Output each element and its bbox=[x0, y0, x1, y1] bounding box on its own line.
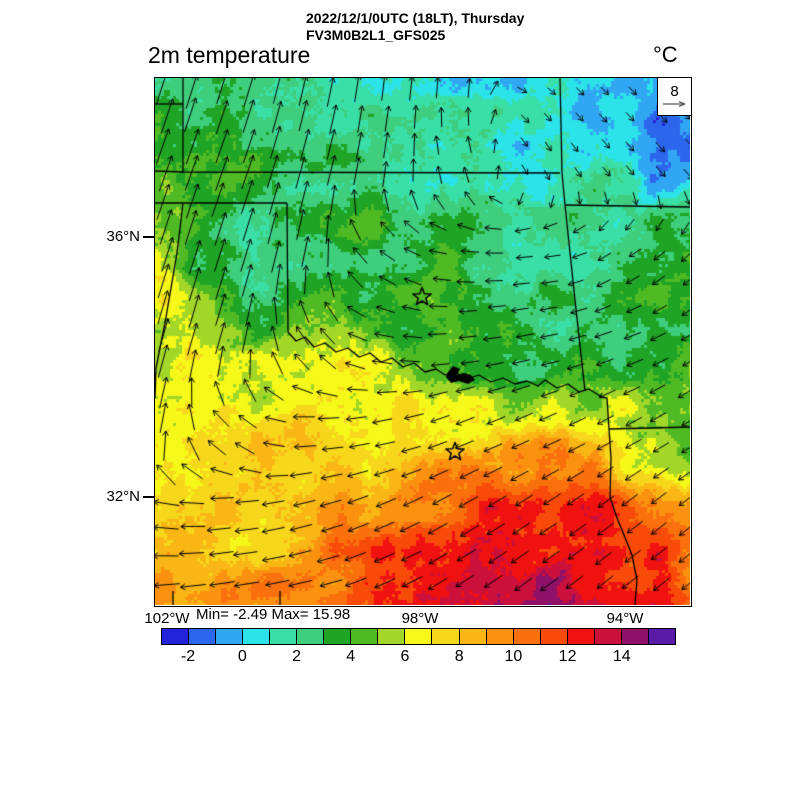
minmax-stats: Min= -2.49 Max= 15.98 bbox=[196, 606, 351, 623]
units-label: °C bbox=[653, 42, 678, 67]
colorbar-segment bbox=[459, 629, 487, 644]
colorbar-segment bbox=[162, 629, 190, 644]
reference-vector-box: 8 bbox=[657, 78, 691, 116]
colorbar-segment bbox=[621, 629, 649, 644]
colorbar-segment bbox=[297, 629, 325, 644]
colorbar-tick-label: 8 bbox=[454, 648, 464, 665]
colorbar-segment bbox=[243, 629, 271, 644]
lat-tick-36n bbox=[143, 236, 162, 238]
reference-arrow-icon bbox=[662, 101, 685, 107]
colorbar-segment bbox=[270, 629, 298, 644]
colorbar-segment bbox=[513, 629, 541, 644]
colorbar-segment bbox=[567, 629, 595, 644]
colorbar-segment bbox=[378, 629, 406, 644]
colorbar-tick-label: 2 bbox=[292, 648, 301, 665]
colorbar-segment bbox=[432, 629, 460, 644]
lon-label-98w: 98°W bbox=[401, 610, 439, 627]
colorbar-segment bbox=[324, 629, 352, 644]
colorbar-tick-label: 12 bbox=[558, 648, 577, 665]
lon-label-102w: 102°W bbox=[144, 610, 190, 627]
colorbar-tick-label: -2 bbox=[180, 648, 196, 665]
temperature-colorbar bbox=[161, 628, 676, 645]
lat-label-36n: 36°N bbox=[106, 228, 140, 245]
colorbar-segment bbox=[594, 629, 622, 644]
colorbar-segment bbox=[189, 629, 217, 644]
lat-label-32n: 32°N bbox=[106, 488, 140, 505]
colorbar-segment bbox=[486, 629, 514, 644]
colorbar-tick-label: 10 bbox=[504, 648, 523, 665]
field-title: 2m temperature bbox=[148, 42, 311, 68]
colorbar-segment bbox=[405, 629, 433, 644]
temperature-map-canvas bbox=[155, 78, 690, 605]
colorbar-tick-label: 14 bbox=[612, 648, 631, 665]
colorbar-segment bbox=[540, 629, 568, 644]
map-panel: 8 bbox=[154, 77, 692, 607]
lat-tick-32n bbox=[143, 496, 162, 498]
colorbar-tick-label: 6 bbox=[400, 648, 410, 665]
reference-vector-value: 8 bbox=[670, 83, 679, 100]
datetime-title: 2022/12/1/0UTC (18LT), Thursday bbox=[306, 10, 525, 26]
model-title: FV3M0B2L1_GFS025 bbox=[306, 27, 446, 43]
colorbar-segment bbox=[216, 629, 244, 644]
colorbar-segment bbox=[648, 629, 675, 644]
colorbar-segment bbox=[351, 629, 379, 644]
colorbar-tick-label: 0 bbox=[237, 648, 247, 665]
colorbar-tick-label: 4 bbox=[346, 648, 356, 665]
lon-label-94w: 94°W bbox=[606, 610, 644, 627]
